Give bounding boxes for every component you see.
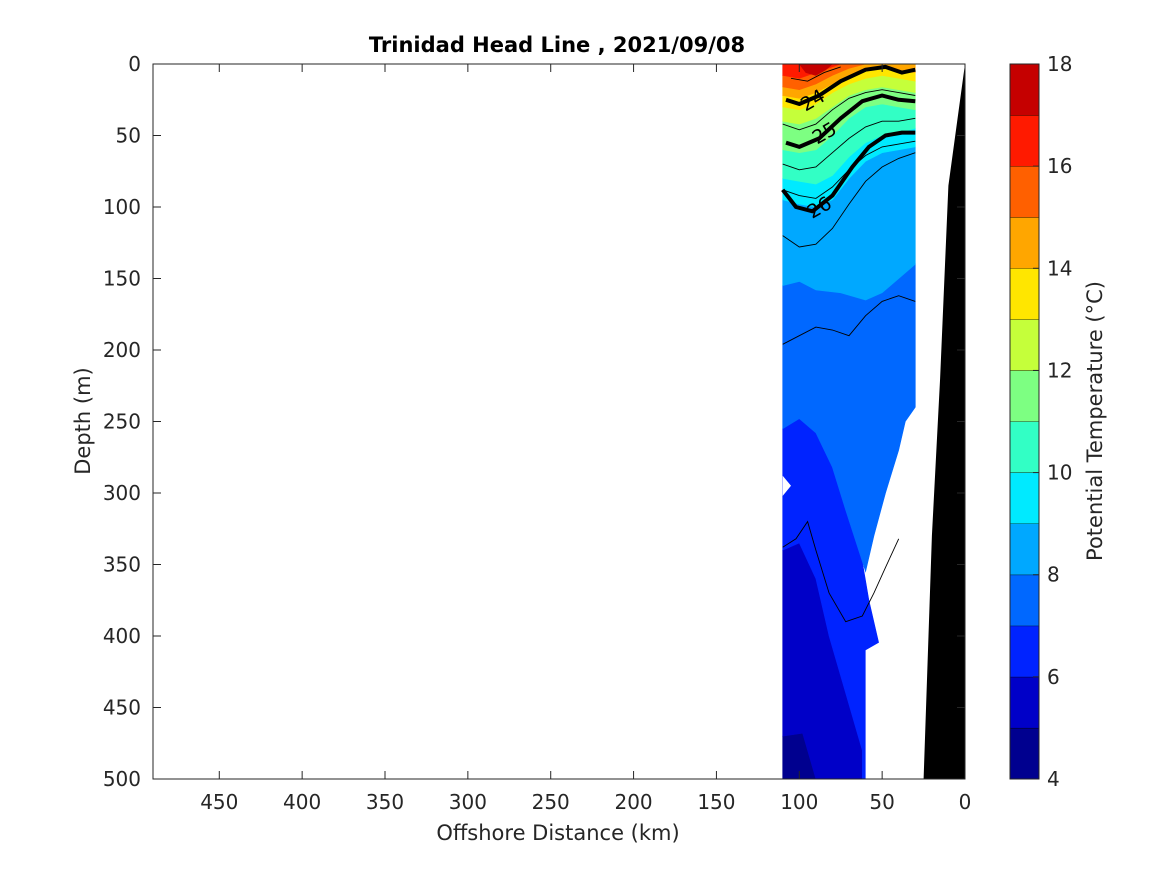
colorbar-swatch-14 <box>1010 217 1039 269</box>
colorbar-swatch-16 <box>1010 115 1039 167</box>
isotherm-line-2 <box>782 520 900 623</box>
colorbar-swatch-13 <box>1010 268 1039 320</box>
temperature-region-13 <box>798 64 833 76</box>
colorbar-swatch-6 <box>1010 625 1039 677</box>
density-contour-24 <box>785 64 916 106</box>
x-tick-label-150: 150 <box>697 790 735 814</box>
colorbar-swatch-10 <box>1010 421 1039 473</box>
colorbar-tick-label-12: 12 <box>1047 358 1072 382</box>
y-tick-label-50: 50 <box>116 124 141 148</box>
y-tick-label-0: 0 <box>128 52 141 76</box>
isotherm-line-5 <box>782 117 916 171</box>
x-tick-label-350: 350 <box>366 790 404 814</box>
colorbar-swatch-15 <box>1010 166 1039 218</box>
colorbar-box <box>1009 63 1040 780</box>
colorbar-swatch-17 <box>1010 64 1039 116</box>
isotherm-line-1 <box>782 295 916 345</box>
y-tick-label-350: 350 <box>103 553 141 577</box>
colorbar-swatch-12 <box>1010 319 1039 371</box>
y-tick-label-100: 100 <box>103 195 141 219</box>
colorbar-swatch-8 <box>1010 523 1039 575</box>
colorbar-tick-label-14: 14 <box>1047 256 1072 280</box>
colorbar-tick-label-18: 18 <box>1047 52 1072 76</box>
colorbar-tick-label-8: 8 <box>1047 563 1060 587</box>
y-tick-label-150: 150 <box>103 267 141 291</box>
colorbar-tick-label-4: 4 <box>1047 767 1060 791</box>
chart-title: Trinidad Head Line , 2021/09/08 <box>369 33 745 57</box>
y-tick-label-200: 200 <box>103 338 141 362</box>
x-tick-label-200: 200 <box>614 790 652 814</box>
x-tick-label-300: 300 <box>449 790 487 814</box>
colorbar-label: Potential Temperature (°C) <box>1083 281 1107 561</box>
colorbar-swatch-5 <box>1010 676 1039 728</box>
x-tick-label-400: 400 <box>283 790 321 814</box>
y-tick-label-400: 400 <box>103 624 141 648</box>
x-tick-label-250: 250 <box>532 790 570 814</box>
bathymetry-fill <box>923 64 965 779</box>
x-tick-label-100: 100 <box>780 790 818 814</box>
density-contour-26 <box>781 130 916 214</box>
y-axis-label: Depth (m) <box>71 367 95 474</box>
x-axis-label: Offshore Distance (km) <box>436 821 679 845</box>
y-tick-label-250: 250 <box>103 410 141 434</box>
colorbar-swatch-4 <box>1010 727 1039 779</box>
colorbar-swatch-11 <box>1010 370 1039 422</box>
y-tick-label-450: 450 <box>103 696 141 720</box>
colorbar: 4 6 8 10 12 14 16 18 <box>1009 52 1072 791</box>
y-tick-label-300: 300 <box>103 481 141 505</box>
axes: 450 400 350 300 250 200 150 100 50 00501001502002… <box>103 52 972 814</box>
isotherm-line-0 <box>782 152 916 248</box>
colorbar-tick-label-6: 6 <box>1047 665 1060 689</box>
no-data-mask-1 <box>865 418 919 779</box>
density-contour-25 <box>785 93 916 149</box>
x-tick-label-450: 450 <box>200 790 238 814</box>
colorbar-swatch-7 <box>1010 574 1039 626</box>
isotherm-line-3 <box>790 66 841 82</box>
isotherm-line-4 <box>782 89 916 131</box>
colorbar-tick-label-16: 16 <box>1047 154 1072 178</box>
colorbar-swatch-9 <box>1010 472 1039 524</box>
no-data-mask-0 <box>782 475 791 496</box>
y-tick-label-500: 500 <box>103 767 141 791</box>
x-tick-label-0: 0 <box>959 790 972 814</box>
x-tick-label-50: 50 <box>869 790 894 814</box>
colorbar-tick-label-10: 10 <box>1047 461 1072 485</box>
